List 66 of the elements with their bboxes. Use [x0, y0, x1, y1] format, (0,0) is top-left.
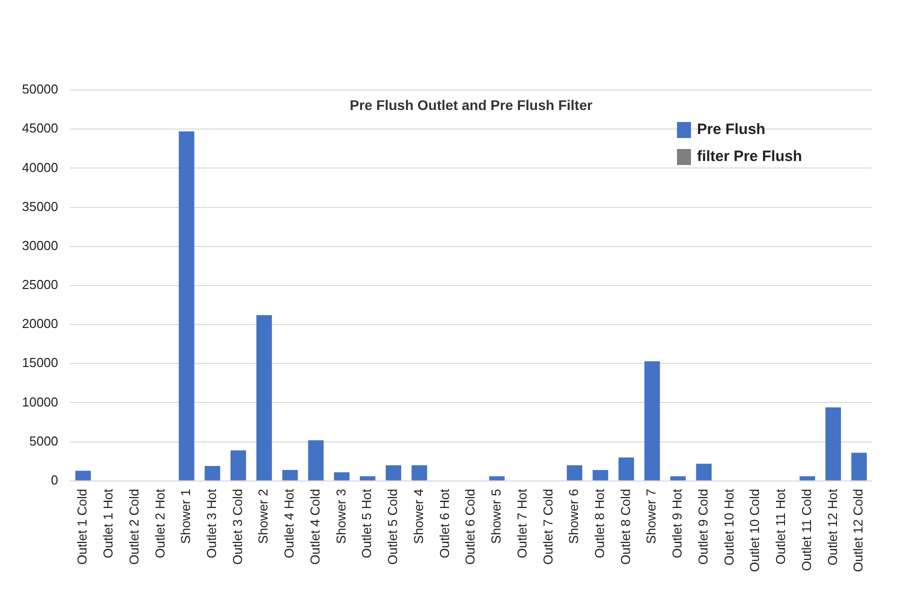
y-tick-label: 10000	[22, 394, 58, 410]
x-tick-label: Outlet 8 Hot	[592, 488, 607, 558]
x-tick-label: Outlet 1 Cold	[74, 488, 90, 565]
x-tick-label: Outlet 12 Hot	[824, 488, 840, 566]
x-tick-label: Outlet 6 Hot	[436, 488, 452, 558]
bar	[489, 476, 505, 480]
x-tick-label: Outlet 11 Hot	[773, 488, 788, 565]
x-tick-label: Outlet 7 Cold	[540, 488, 556, 565]
bar	[592, 470, 608, 480]
x-tick-label: Outlet 9 Hot	[670, 488, 685, 558]
x-tick-label: Outlet 6 Cold	[462, 488, 478, 565]
x-tick-label: Outlet 4 Cold	[307, 488, 322, 565]
bar	[334, 472, 350, 480]
x-tick-label: Shower 5	[488, 488, 504, 544]
bar	[644, 361, 660, 480]
y-tick-label: 35000	[22, 198, 58, 214]
bar	[204, 466, 220, 480]
bar	[800, 476, 816, 480]
bar	[282, 470, 298, 480]
bar	[696, 464, 712, 480]
legend-label: Pre Flush	[696, 121, 766, 138]
bar	[386, 465, 402, 480]
y-tick-label: 30000	[22, 238, 58, 253]
x-tick-label: Shower 6	[566, 488, 582, 544]
bar	[825, 407, 841, 480]
bar	[618, 457, 634, 480]
y-tick-label: 50000	[22, 82, 58, 97]
x-tick-label: Outlet 2 Cold	[126, 488, 142, 565]
bar	[256, 315, 272, 480]
x-tick-label: Outlet 8 Cold	[618, 488, 633, 565]
x-tick-label: Outlet 1 Hot	[100, 488, 116, 558]
x-tick-label: Outlet 5 Cold	[385, 488, 400, 565]
x-tick-label: Outlet 2 Hot	[152, 488, 168, 558]
y-tick-label: 20000	[22, 316, 58, 332]
x-tick-label: Outlet 3 Cold	[230, 488, 245, 565]
text: Pre Flush Outlet and Pre Flush Filter	[350, 97, 593, 113]
x-tick-label: Outlet 12 Cold	[850, 488, 866, 572]
bar	[178, 131, 194, 480]
bar	[360, 476, 376, 480]
x-tick-label: Shower 2	[256, 488, 271, 544]
x-tick-label: Outlet 9 Cold	[695, 488, 710, 565]
x-tick-label: Outlet 5 Hot	[359, 488, 374, 558]
bar	[230, 450, 246, 480]
bar	[412, 465, 428, 480]
x-tick-label: Shower 7	[644, 488, 659, 544]
bar	[670, 476, 686, 480]
x-tick-label: Outlet 11 Cold	[798, 488, 814, 572]
y-tick-label: 15000	[22, 355, 58, 370]
x-tick-label: Outlet 7 Hot	[514, 488, 530, 558]
y-tick-label: 5000	[29, 433, 58, 448]
y-tick-label: 40000	[22, 160, 58, 175]
x-tick-label: Outlet 4 Hot	[282, 488, 297, 558]
y-tick-label: 45000	[22, 120, 58, 136]
x-tick-label: Shower 1	[178, 488, 194, 544]
x-tick-label: Outlet 10 Cold	[747, 488, 762, 572]
bar	[308, 440, 324, 480]
bar	[566, 465, 582, 480]
y-tick-label: 25000	[22, 277, 58, 292]
x-tick-label: Shower 3	[333, 488, 348, 544]
x-tick-label: Shower 4	[410, 488, 426, 544]
y-tick-label: 0	[50, 472, 58, 488]
legend-label: filter Pre Flush	[696, 148, 802, 166]
bar	[75, 470, 91, 480]
x-tick-label: Outlet 10 Hot	[721, 488, 736, 566]
bar	[851, 452, 867, 480]
x-tick-label: Outlet 3 Hot	[204, 488, 219, 558]
